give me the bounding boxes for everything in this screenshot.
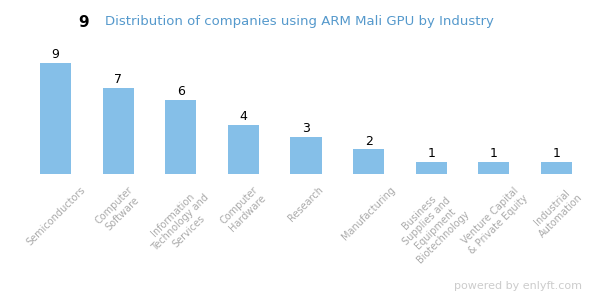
Text: Distribution of companies using ARM Mali GPU by Industry: Distribution of companies using ARM Mali… xyxy=(105,15,494,28)
Bar xyxy=(541,162,572,174)
Bar xyxy=(40,63,71,174)
Text: 1: 1 xyxy=(427,147,435,160)
Text: powered by enlyft.com: powered by enlyft.com xyxy=(454,281,582,291)
Bar xyxy=(165,100,196,174)
Text: 9: 9 xyxy=(78,15,89,30)
Bar xyxy=(353,149,384,174)
Text: 3: 3 xyxy=(302,122,310,136)
Bar xyxy=(478,162,509,174)
Text: 7: 7 xyxy=(114,73,122,86)
Bar xyxy=(228,124,259,174)
Bar xyxy=(416,162,447,174)
Bar xyxy=(290,137,322,174)
Bar xyxy=(103,88,134,174)
Text: 4: 4 xyxy=(239,110,247,123)
Text: 9: 9 xyxy=(52,48,59,61)
Text: 1: 1 xyxy=(490,147,498,160)
Text: 2: 2 xyxy=(365,135,373,148)
Text: 1: 1 xyxy=(553,147,560,160)
Text: 6: 6 xyxy=(177,85,185,98)
